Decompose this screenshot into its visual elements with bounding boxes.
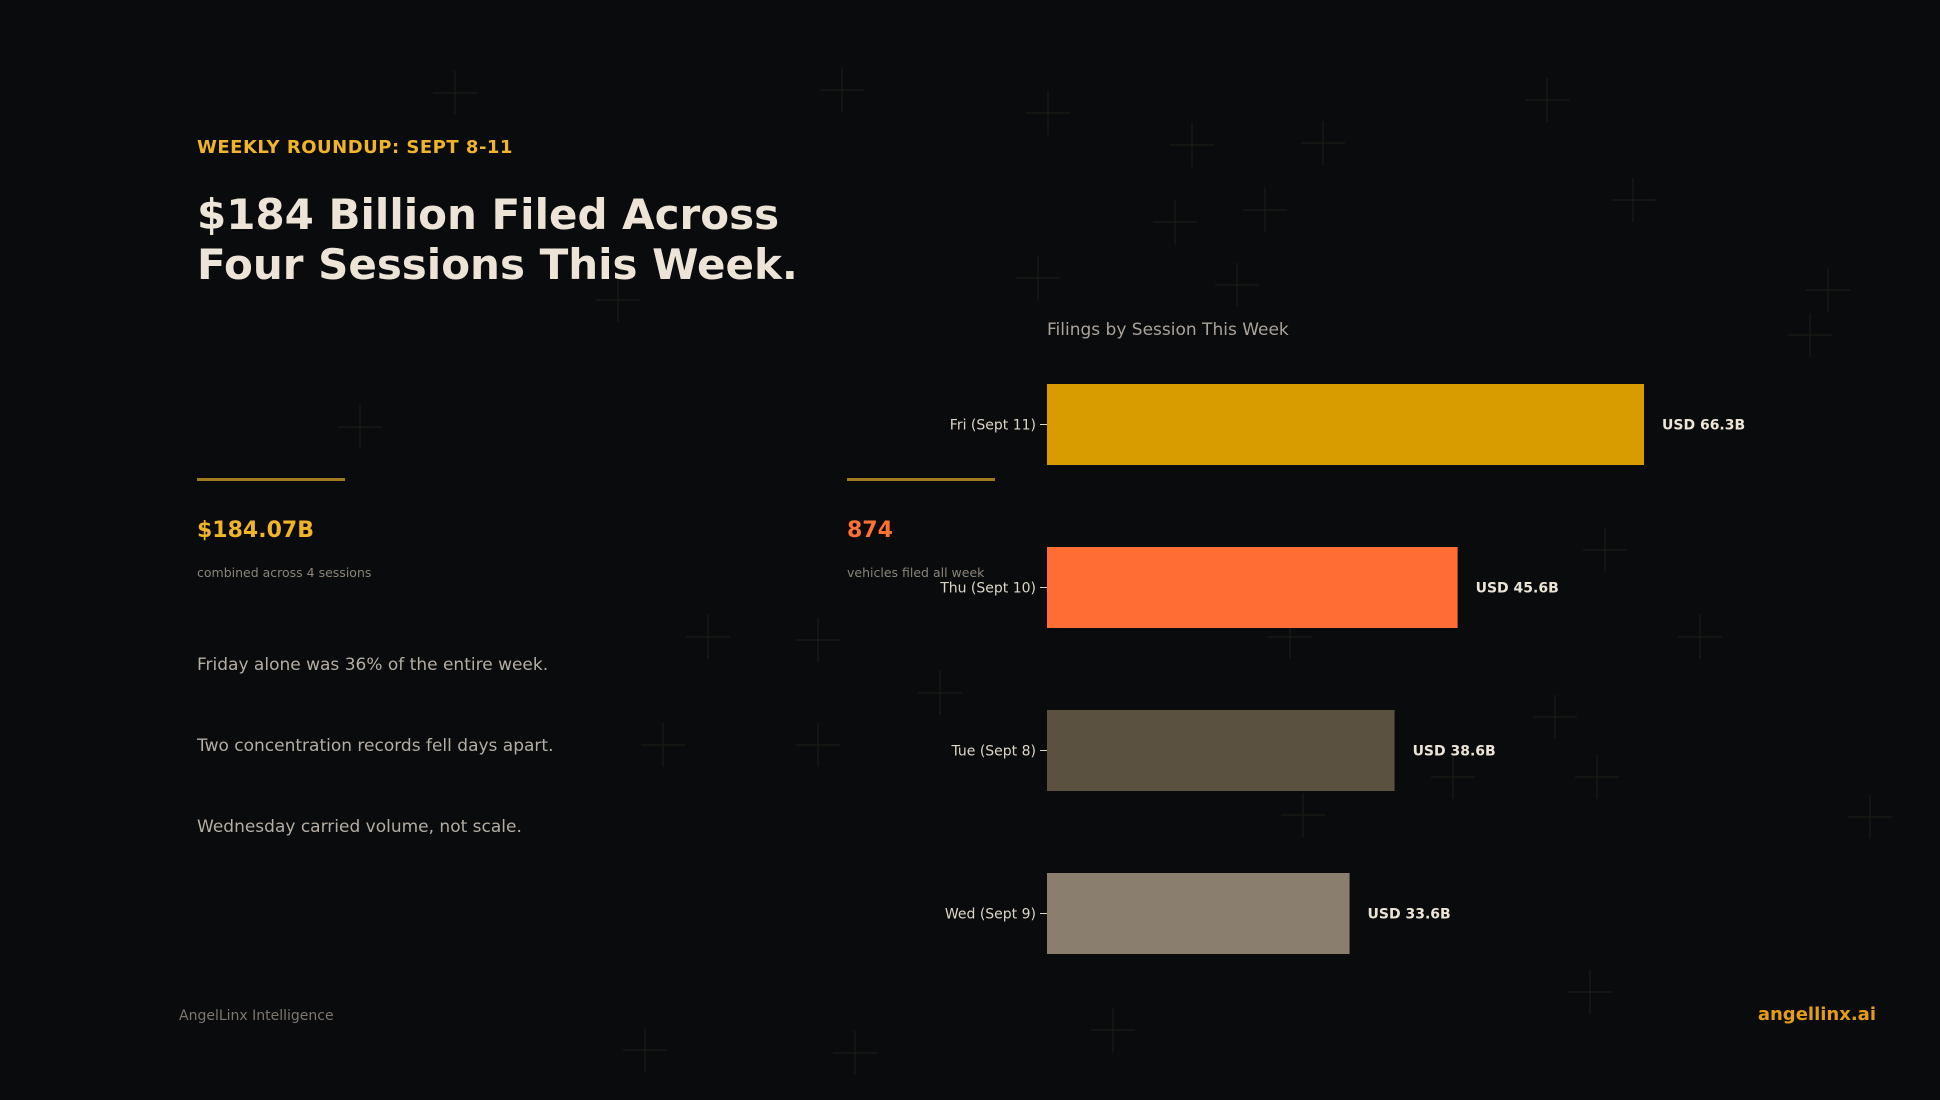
crosshair-decoration [1091, 1008, 1135, 1052]
page-headline: $184 Billion Filed Across Four Sessions … [197, 190, 798, 289]
footer-brand: AngelLinx Intelligence [179, 1008, 334, 1024]
finding-text: Friday alone was 36% of the entire week. [197, 655, 549, 675]
category-label: Wed (Sept 9) [945, 907, 1036, 923]
crosshair-decoration [1016, 256, 1060, 300]
crosshair-decoration [1215, 263, 1259, 307]
stat-caption-total: combined across 4 sessions [197, 565, 372, 580]
crosshair-decoration [1568, 970, 1612, 1014]
bar-value-label: USD 66.3B [1662, 418, 1745, 434]
crosshair-decoration [1301, 121, 1345, 165]
finding-text: Wednesday carried volume, not scale. [197, 817, 522, 837]
stat-value-vehicles: 874 [847, 518, 893, 543]
crosshair-decoration [1806, 268, 1850, 312]
crosshair-decoration [641, 723, 685, 767]
crosshair-decoration [1583, 528, 1627, 572]
bar-value-label: USD 45.6B [1476, 581, 1559, 597]
category-label: Fri (Sept 11) [950, 418, 1036, 434]
crosshair-decoration [1281, 793, 1325, 837]
chart-title: Filings by Session This Week [1047, 320, 1289, 340]
crosshair-decoration [1153, 200, 1197, 244]
crosshair-decoration [1533, 695, 1577, 739]
crosshair-decoration [1575, 755, 1619, 799]
eyebrow-label: WEEKLY ROUNDUP: SEPT 8-11 [197, 137, 513, 158]
crosshair-decoration [796, 723, 840, 767]
stat-divider-total [197, 478, 345, 481]
crosshair-decoration [1431, 755, 1475, 799]
category-label: Tue (Sept 8) [950, 744, 1036, 760]
bar-value-label: USD 33.6B [1368, 907, 1451, 923]
crosshair-decoration [1026, 91, 1070, 135]
crosshair-decoration [1678, 615, 1722, 659]
crosshair-decoration [433, 71, 477, 115]
category-label: Thu (Sept 10) [939, 581, 1036, 597]
bar [1047, 384, 1644, 465]
crosshair-decoration [1848, 795, 1892, 839]
footer-site-link[interactable]: angellinx.ai [1757, 1004, 1876, 1025]
crosshair-decoration [1788, 313, 1832, 357]
crosshair-decoration [796, 618, 840, 662]
crosshair-decoration [686, 615, 730, 659]
finding-text: Two concentration records fell days apar… [197, 736, 554, 756]
crosshair-decoration [1525, 78, 1569, 122]
crosshair-decoration [918, 671, 962, 715]
crosshair-decoration [1243, 188, 1287, 232]
crosshair-decoration [820, 68, 864, 112]
bar [1047, 547, 1458, 628]
crosshair-decoration [1611, 178, 1655, 222]
stat-divider-vehicles [847, 478, 995, 481]
stat-caption-vehicles: vehicles filed all week [847, 565, 985, 580]
crosshair-decoration [623, 1028, 667, 1072]
crosshair-decoration [1170, 123, 1214, 167]
bar [1047, 710, 1395, 791]
crosshair-decoration [596, 278, 640, 322]
crosshair-decoration [338, 405, 382, 449]
bar-value-label: USD 38.6B [1413, 744, 1496, 760]
stat-value-total: $184.07B [197, 518, 314, 543]
bar [1047, 873, 1350, 954]
crosshair-decoration [833, 1031, 877, 1075]
